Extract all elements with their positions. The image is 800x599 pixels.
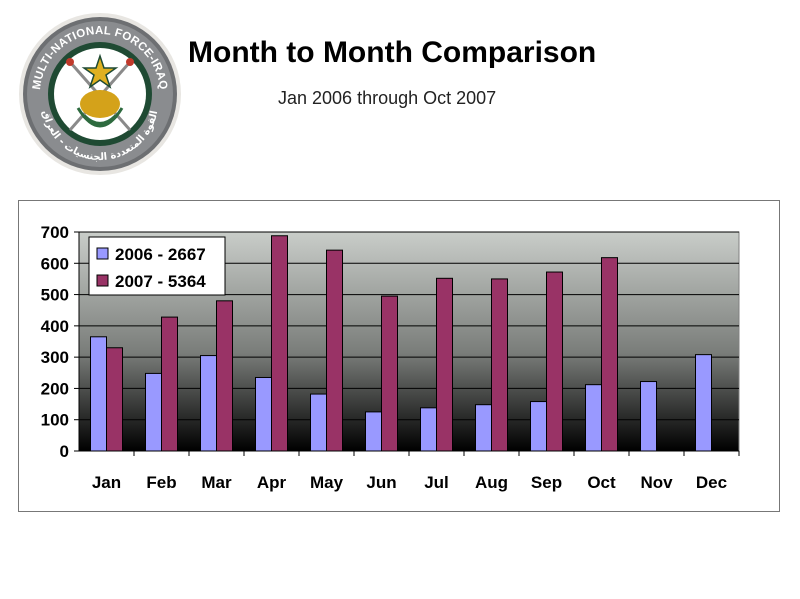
bar-2007-mar bbox=[216, 300, 233, 452]
bar-2006-nov bbox=[640, 381, 657, 452]
bar-2007-oct bbox=[601, 257, 618, 452]
y-tick-label: 0 bbox=[60, 442, 69, 461]
bar-2006-dec bbox=[695, 354, 712, 452]
bar-chart: 0 100 200 300 400 500 600 700 Jan Feb Mar Apr May Jun… bbox=[41, 223, 740, 492]
x-tick-label: Oct bbox=[587, 473, 616, 492]
legend-swatch bbox=[96, 247, 109, 260]
bar-2007-jun bbox=[381, 295, 398, 452]
bar-2006-jul bbox=[420, 407, 437, 452]
legend-label: 2007 - 5364 bbox=[115, 272, 206, 291]
y-tick-label: 300 bbox=[41, 348, 69, 367]
bar-2006-feb bbox=[145, 372, 162, 452]
bar-2006-may bbox=[310, 393, 327, 452]
x-tick-label: Jul bbox=[424, 473, 449, 492]
y-tick-label: 600 bbox=[41, 254, 69, 273]
bar-2006-aug bbox=[475, 404, 492, 452]
chart-container: 0 100 200 300 400 500 600 700 Jan Feb Mar Apr May Jun… bbox=[18, 200, 780, 512]
bar-2007-aug bbox=[491, 278, 508, 452]
y-tick-label: 700 bbox=[41, 223, 69, 242]
bar-2006-sep bbox=[530, 401, 547, 452]
mnf-iraq-seal-logo: MULTI-NATIONAL FORCE-IRAQ القوة المتعددة… bbox=[19, 13, 181, 175]
y-tick-label: 400 bbox=[41, 317, 69, 336]
legend bbox=[88, 236, 226, 296]
x-tick-label: Nov bbox=[640, 473, 673, 492]
x-tick-label: Apr bbox=[257, 473, 287, 492]
bar-2007-may bbox=[326, 249, 343, 452]
bar-2006-apr bbox=[255, 376, 272, 452]
bar-2006-jun bbox=[365, 411, 382, 452]
bar-2007-jan bbox=[106, 347, 123, 452]
legend-label: 2006 - 2667 bbox=[115, 245, 206, 264]
x-tick-label: Jun bbox=[366, 473, 396, 492]
x-tick-label: Aug bbox=[475, 473, 508, 492]
bar-2007-sep bbox=[546, 271, 563, 452]
page-subtitle: Jan 2006 through Oct 2007 bbox=[278, 88, 497, 108]
x-tick-label: Mar bbox=[201, 473, 232, 492]
x-tick-label: May bbox=[310, 473, 344, 492]
bar-2006-mar bbox=[200, 355, 217, 452]
x-tick-label: Feb bbox=[146, 473, 176, 492]
bar-2007-apr bbox=[271, 235, 288, 452]
x-tick-label: Sep bbox=[531, 473, 562, 492]
y-tick-label: 100 bbox=[41, 411, 69, 430]
bar-2006-oct bbox=[585, 384, 602, 452]
legend-swatch bbox=[96, 274, 109, 287]
x-tick-label: Jan bbox=[92, 473, 121, 492]
x-tick-label: Dec bbox=[696, 473, 727, 492]
bar-2007-jul bbox=[436, 277, 453, 452]
bar-2006-jan bbox=[90, 336, 107, 452]
page-title: Month to Month Comparison bbox=[188, 36, 597, 69]
y-tick-label: 200 bbox=[41, 379, 69, 398]
bar-2007-feb bbox=[161, 316, 178, 452]
y-tick-label: 500 bbox=[41, 286, 69, 305]
